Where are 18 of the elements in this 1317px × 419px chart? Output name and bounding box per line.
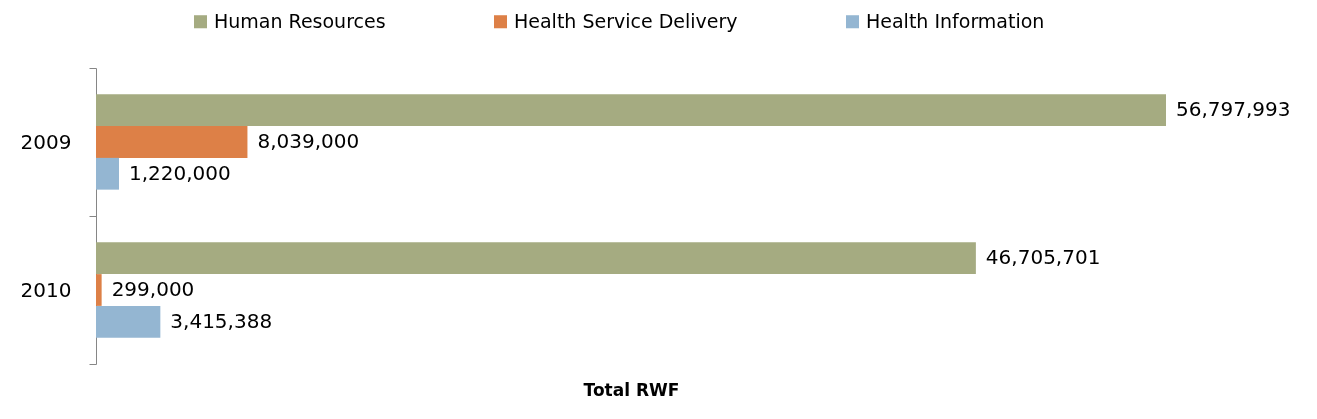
- data-label: 3,415,388: [170, 308, 273, 333]
- bar: [96, 126, 248, 158]
- bar: [96, 274, 102, 306]
- data-label: 46,705,701: [985, 245, 1101, 270]
- x-axis-title: Total RWF: [583, 379, 680, 400]
- bar: [96, 94, 1166, 127]
- legend-label: Human Resources: [214, 9, 386, 32]
- data-label: 8,039,000: [257, 129, 360, 153]
- y-tick-label: 2009: [20, 129, 72, 154]
- y-tick-label: 2010: [20, 277, 72, 302]
- legend-label: Health Service Delivery: [514, 9, 738, 32]
- data-label: 1,220,000: [128, 160, 231, 185]
- bar: [96, 242, 976, 275]
- bar: [96, 157, 119, 190]
- data-label: 299,000: [111, 277, 195, 301]
- bar: [96, 305, 161, 338]
- legend-label: Health Information: [866, 9, 1045, 32]
- data-label: 56,797,993: [1176, 97, 1291, 122]
